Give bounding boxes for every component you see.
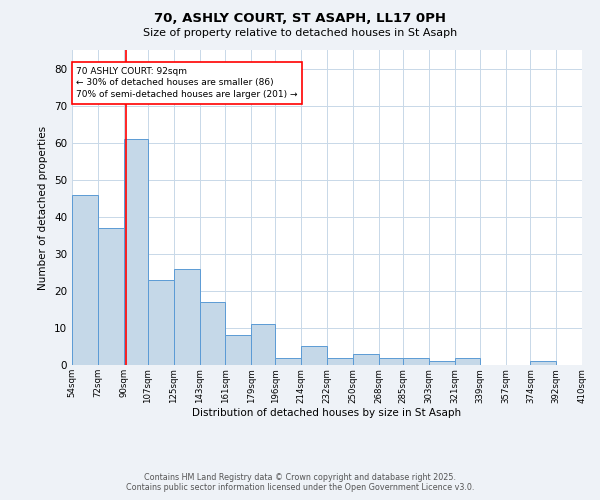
Bar [148, 280, 174, 365]
Bar [174, 268, 199, 365]
Bar [72, 194, 98, 365]
Bar [225, 336, 251, 365]
Bar [379, 358, 403, 365]
X-axis label: Distribution of detached houses by size in St Asaph: Distribution of detached houses by size … [193, 408, 461, 418]
Bar [301, 346, 327, 365]
Bar [327, 358, 353, 365]
Bar [429, 362, 455, 365]
Bar [251, 324, 275, 365]
Bar [275, 358, 301, 365]
Bar [353, 354, 379, 365]
Bar [403, 358, 429, 365]
Text: 70 ASHLY COURT: 92sqm
← 30% of detached houses are smaller (86)
70% of semi-deta: 70 ASHLY COURT: 92sqm ← 30% of detached … [76, 66, 298, 100]
Bar [124, 139, 148, 365]
Bar [455, 358, 480, 365]
Text: Size of property relative to detached houses in St Asaph: Size of property relative to detached ho… [143, 28, 457, 38]
Bar [530, 362, 556, 365]
Bar [98, 228, 124, 365]
Text: 70, ASHLY COURT, ST ASAPH, LL17 0PH: 70, ASHLY COURT, ST ASAPH, LL17 0PH [154, 12, 446, 26]
Y-axis label: Number of detached properties: Number of detached properties [38, 126, 49, 290]
Bar [199, 302, 225, 365]
Text: Contains HM Land Registry data © Crown copyright and database right 2025.
Contai: Contains HM Land Registry data © Crown c… [126, 473, 474, 492]
